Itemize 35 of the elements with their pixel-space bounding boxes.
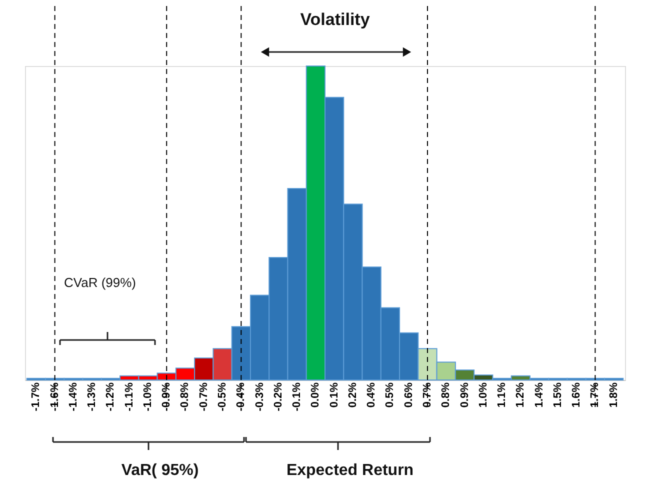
x-tick-label: 0.0% <box>310 382 322 408</box>
text: VaR( 95%) <box>121 462 199 479</box>
x-tick-label: 0.2% <box>346 382 359 408</box>
x-tick-label: 1.8% <box>608 382 620 408</box>
x-tick-label: -0.8% <box>179 382 192 412</box>
x-tick-label: -0.9% <box>160 382 173 412</box>
x-tick-label: 0.1% <box>328 382 340 408</box>
x-tick-label: 0.5% <box>384 382 396 408</box>
x-tick-label: -1.0% <box>142 382 154 412</box>
x-tick-label: -0.4% <box>235 382 248 412</box>
x-tick-label: 1.0% <box>477 382 490 408</box>
x-tick-label: 0.8% <box>440 382 452 408</box>
x-tick-label: 0.4% <box>366 382 378 408</box>
x-tick-label: -1.6% <box>48 382 61 412</box>
text: Volatility <box>300 10 370 29</box>
x-tick-label: -0.2% <box>272 382 284 412</box>
x-tick-label: -0.7% <box>198 382 210 412</box>
x-tick-label: 1.2% <box>514 382 527 408</box>
x-tick-label: -1.7% <box>30 382 42 412</box>
x-tick-label: 0.9% <box>458 382 471 408</box>
x-tick-label: -0.3% <box>254 382 266 412</box>
text: Expected Return <box>286 462 414 479</box>
x-tick-label: 1.1% <box>496 382 508 408</box>
x-tick-label: 1.7% <box>589 382 602 408</box>
x-tick-label: -0.5% <box>216 382 229 412</box>
x-tick-label: 1.5% <box>552 382 564 408</box>
x-tick-label: -1.3% <box>86 382 98 412</box>
x-tick-label: -1.2% <box>104 382 117 412</box>
x-tick-label: -1.1% <box>123 382 136 412</box>
x-tick-label: 1.6% <box>570 382 583 408</box>
x-tick-label: 0.6% <box>402 382 415 408</box>
annotation: CVaR (99%) <box>64 275 136 290</box>
x-tick-label: -0.1% <box>291 382 304 412</box>
x-tick-label: -1.4% <box>67 382 80 412</box>
x-tick-label: 1.4% <box>533 382 546 408</box>
